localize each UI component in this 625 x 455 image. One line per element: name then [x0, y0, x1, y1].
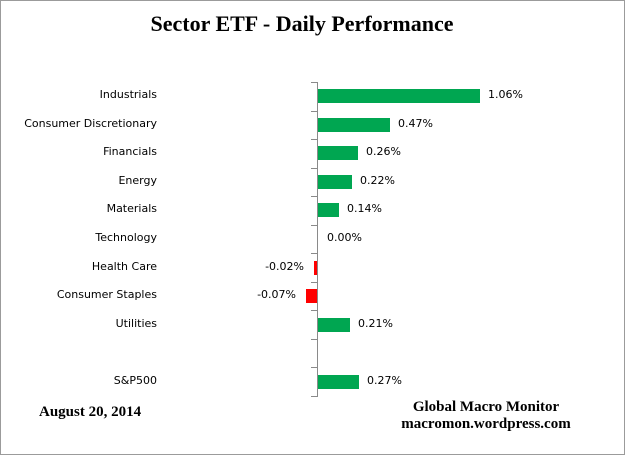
- footer-source-line2: macromon.wordpress.com: [401, 416, 571, 432]
- category-label: Health Care: [91, 260, 157, 273]
- category-label: Consumer Discretionary: [24, 117, 157, 130]
- axis-tick: [311, 225, 318, 226]
- value-label: 0.22%: [360, 174, 395, 187]
- category-label: Utilities: [115, 317, 157, 330]
- axis-tick: [311, 367, 318, 368]
- axis-tick: [311, 253, 318, 254]
- axis-tick: [311, 168, 318, 169]
- value-label: 0.14%: [347, 202, 382, 215]
- value-label: 0.27%: [367, 374, 402, 387]
- axis-tick: [311, 196, 318, 197]
- value-label: 0.47%: [398, 117, 433, 130]
- axis-tick: [311, 339, 318, 340]
- value-label: -0.02%: [265, 260, 304, 273]
- footer-source-line1: Global Macro Monitor: [412, 399, 560, 415]
- category-label: Energy: [118, 174, 157, 187]
- positive-bar: [318, 375, 359, 389]
- value-label: 1.06%: [488, 88, 523, 101]
- positive-bar: [318, 318, 350, 332]
- value-label: 0.21%: [358, 317, 393, 330]
- category-label: Materials: [106, 202, 157, 215]
- positive-bar: [318, 118, 390, 132]
- axis-tick: [311, 310, 318, 311]
- footer-date: August 20, 2014: [39, 404, 142, 420]
- axis-tick: [311, 396, 318, 397]
- negative-bar: [314, 261, 317, 275]
- category-label: Consumer Staples: [56, 288, 157, 301]
- category-label: Technology: [95, 231, 157, 244]
- negative-bar: [306, 289, 317, 303]
- chart-title: Sector ETF - Daily Performance: [150, 11, 454, 36]
- positive-bar: [318, 203, 339, 217]
- positive-bar: [318, 89, 480, 103]
- category-label: S&P500: [113, 374, 157, 387]
- positive-bar: [318, 146, 358, 160]
- y-axis-line: [317, 82, 318, 396]
- value-label: -0.07%: [257, 288, 296, 301]
- axis-tick: [311, 139, 318, 140]
- value-label: 0.26%: [366, 145, 401, 158]
- axis-tick: [311, 282, 318, 283]
- category-label: Industrials: [99, 88, 157, 101]
- footer-source: Global Macro Monitor macromon.wordpress.…: [381, 399, 591, 433]
- category-label: Financials: [103, 145, 157, 158]
- positive-bar: [318, 175, 352, 189]
- axis-tick: [311, 111, 318, 112]
- value-label: 0.00%: [327, 231, 362, 244]
- axis-tick: [311, 82, 318, 83]
